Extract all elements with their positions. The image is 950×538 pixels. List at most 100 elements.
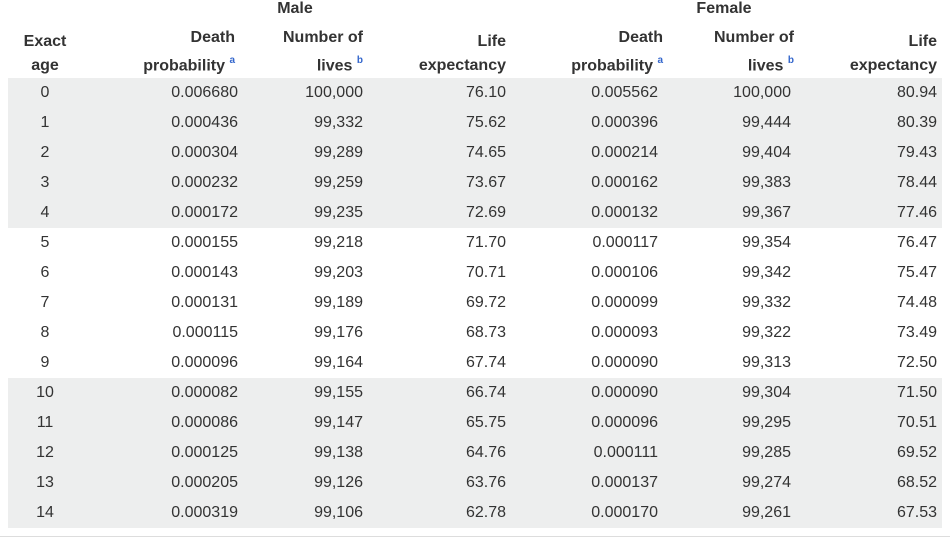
cell-female-death-probability: 0.000096 — [591, 414, 658, 431]
table-row: 8 0.000115 99,176 68.73 0.000093 99,322 73.49 — [8, 318, 942, 348]
cell-female-life-expectancy: 67.53 — [896, 504, 937, 521]
cell-female-number-of-lives: 99,332 — [742, 294, 791, 311]
cell-female-death-probability: 0.000106 — [591, 264, 658, 281]
header-female-number-of-lives: Number of lives b — [680, 26, 794, 78]
cell-male-death-probability: 0.000131 — [171, 294, 238, 311]
header-male-lives-line1: Number of — [283, 28, 363, 46]
cell-female-death-probability: 0.000170 — [591, 504, 658, 521]
cell-male-number-of-lives: 99,106 — [314, 504, 363, 521]
table-row: 6 0.000143 99,203 70.71 0.000106 99,342 75.47 — [8, 258, 942, 288]
header-female-life-expectancy: Life expectancy — [820, 26, 937, 78]
header-male-life-line1: Life — [477, 33, 506, 50]
header-female-lives-line2: lives — [747, 57, 784, 74]
cell-male-number-of-lives: 99,189 — [314, 294, 363, 311]
cell-exact-age: 6 — [40, 264, 50, 281]
header-exact-age-line1: Exact — [23, 33, 67, 50]
cell-female-death-probability: 0.000137 — [591, 474, 658, 491]
cell-male-death-probability: 0.006680 — [171, 84, 238, 101]
cell-male-death-probability: 0.000143 — [171, 264, 238, 281]
cell-female-life-expectancy: 79.43 — [896, 144, 937, 161]
cell-female-death-probability: 0.000117 — [592, 234, 658, 251]
cell-male-death-probability: 0.000319 — [171, 504, 238, 521]
cell-male-number-of-lives: 99,259 — [314, 174, 363, 191]
cell-male-number-of-lives: 99,235 — [314, 204, 363, 221]
cell-female-life-expectancy: 72.50 — [896, 354, 937, 371]
cell-female-life-expectancy: 68.52 — [896, 474, 937, 491]
cell-male-life-expectancy: 67.74 — [465, 354, 506, 371]
footnote-a-link[interactable]: a — [229, 54, 235, 66]
cell-male-life-expectancy: 69.72 — [465, 294, 506, 311]
cell-male-number-of-lives: 99,164 — [314, 354, 363, 371]
cell-female-number-of-lives: 99,354 — [742, 234, 791, 251]
table-row: 12 0.000125 99,138 64.76 0.000111 99,285 69.52 — [8, 438, 942, 468]
cell-male-death-probability: 0.000205 — [171, 474, 238, 491]
cell-male-death-probability: 0.000086 — [171, 414, 238, 431]
cell-male-number-of-lives: 100,000 — [305, 84, 363, 101]
cell-exact-age: 0 — [40, 84, 50, 101]
cell-female-death-probability: 0.000132 — [591, 204, 658, 221]
footnote-a-link[interactable]: a — [657, 54, 663, 66]
table-row: 9 0.000096 99,164 67.74 0.000090 99,313 72.50 — [8, 348, 942, 378]
table-bottom-border — [0, 536, 950, 537]
cell-female-death-probability: 0.000090 — [591, 384, 658, 401]
header-exact-age-line2: age — [31, 57, 59, 74]
cell-exact-age: 2 — [40, 144, 50, 161]
cell-female-death-probability: 0.000099 — [591, 294, 658, 311]
cell-female-life-expectancy: 73.49 — [896, 324, 937, 341]
cell-male-number-of-lives: 99,203 — [314, 264, 363, 281]
table-row: 10 0.000082 99,155 66.74 0.000090 99,304 71.50 — [8, 378, 942, 408]
table-row: 13 0.000205 99,126 63.76 0.000137 99,274 68.52 — [8, 468, 942, 498]
cell-female-death-probability: 0.005562 — [591, 84, 658, 101]
table-row: 4 0.000172 99,235 72.69 0.000132 99,367 77.46 — [8, 198, 942, 228]
cell-male-death-probability: 0.000125 — [171, 444, 238, 461]
cell-exact-age: 8 — [40, 324, 50, 341]
cell-female-life-expectancy: 80.94 — [896, 84, 937, 101]
cell-exact-age: 9 — [40, 354, 50, 371]
table-row: 7 0.000131 99,189 69.72 0.000099 99,332 74.48 — [8, 288, 942, 318]
cell-female-number-of-lives: 99,274 — [742, 474, 791, 491]
cell-female-life-expectancy: 77.46 — [896, 204, 937, 221]
table-row: 1 0.000436 99,332 75.62 0.000396 99,444 80.39 — [8, 108, 942, 138]
cell-exact-age: 13 — [36, 474, 54, 491]
cell-female-death-probability: 0.000111 — [593, 444, 658, 461]
header-female-death-probability: Death probability a — [538, 26, 663, 78]
cell-male-life-expectancy: 71.70 — [465, 234, 506, 251]
cell-female-number-of-lives: 99,444 — [742, 114, 791, 131]
cell-male-number-of-lives: 99,289 — [314, 144, 363, 161]
cell-male-number-of-lives: 99,147 — [314, 414, 363, 431]
cell-male-number-of-lives: 99,126 — [314, 474, 363, 491]
group-label-male: Male — [277, 0, 313, 17]
cell-exact-age: 4 — [40, 204, 50, 221]
table-row: 0 0.006680 100,000 76.10 0.005562 100,000 80.9… — [8, 78, 942, 108]
cell-male-life-expectancy: 64.76 — [465, 444, 506, 461]
footnote-b-link[interactable]: b — [356, 54, 363, 66]
cell-female-life-expectancy: 76.47 — [896, 234, 937, 251]
table-row: 5 0.000155 99,218 71.70 0.000117 99,354 76.47 — [8, 228, 942, 258]
column-group-header-row: Male Female — [0, 0, 950, 22]
cell-male-life-expectancy: 72.69 — [465, 204, 506, 221]
cell-female-number-of-lives: 99,261 — [742, 504, 791, 521]
header-exact-age: Exact age — [8, 26, 82, 78]
cell-female-death-probability: 0.000090 — [591, 354, 658, 371]
life-table-body: 0 0.006680 100,000 76.10 0.005562 100,000 80.9… — [8, 78, 942, 528]
header-female-death-line1: Death — [618, 28, 663, 46]
header-male-number-of-lives: Number of lives b — [250, 26, 363, 78]
cell-male-death-probability: 0.000096 — [171, 354, 238, 371]
cell-male-life-expectancy: 68.73 — [465, 324, 506, 341]
cell-male-death-probability: 0.000304 — [171, 144, 238, 161]
cell-male-life-expectancy: 66.74 — [465, 384, 506, 401]
cell-exact-age: 11 — [36, 414, 54, 431]
cell-exact-age: 1 — [40, 114, 50, 131]
header-male-life-expectancy: Life expectancy — [390, 26, 506, 78]
group-label-female: Female — [696, 0, 752, 17]
cell-male-death-probability: 0.000232 — [171, 174, 238, 191]
footnote-b-link[interactable]: b — [787, 54, 794, 66]
cell-female-number-of-lives: 99,295 — [742, 414, 791, 431]
cell-male-death-probability: 0.000436 — [171, 114, 238, 131]
column-header-row: Exact age Death probability a Number of … — [0, 26, 950, 78]
header-male-death-line1: Death — [190, 28, 235, 46]
cell-exact-age: 3 — [40, 174, 50, 191]
cell-male-number-of-lives: 99,218 — [314, 234, 363, 251]
table-row: 14 0.000319 99,106 62.78 0.000170 99,261 67.53 — [8, 498, 942, 528]
cell-male-death-probability: 0.000082 — [171, 384, 238, 401]
